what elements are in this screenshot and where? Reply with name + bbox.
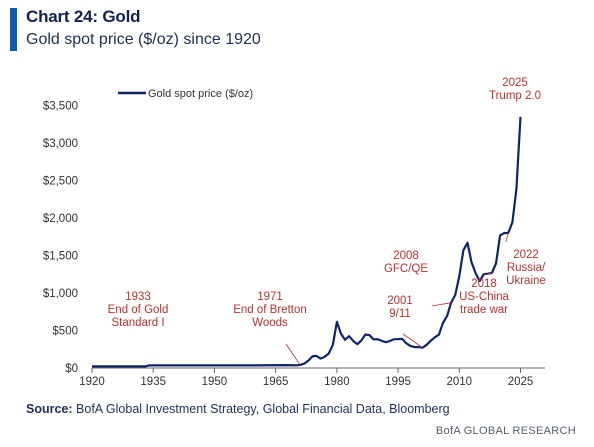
y-tick-label: $500 (52, 326, 78, 338)
annotation-line: 2018 (471, 278, 497, 290)
annotation-line: Ukraine (506, 275, 546, 287)
annotation-line: 2001 (387, 295, 413, 307)
annotation-line: 1971 (257, 291, 283, 303)
y-tick-label: $1,000 (43, 288, 78, 300)
y-tick-label: $1,500 (43, 251, 78, 263)
source-note: Source: BofA Global Investment Strategy,… (26, 402, 450, 416)
x-tick-label: 1980 (324, 376, 350, 388)
annotation-leader (505, 232, 509, 243)
x-tick-label: 1965 (263, 376, 289, 388)
x-tick-label: 1935 (140, 376, 166, 388)
annotation-label: 2022 Russia/Ukraine (506, 249, 546, 287)
annotation-line: Standard I (111, 317, 164, 329)
legend-label: Gold spot price ($/oz) (148, 88, 253, 100)
annotation-line: Woods (252, 317, 288, 329)
annotation-line: 2008 (393, 250, 419, 262)
annotation-line: End of Bretton (233, 304, 307, 316)
annotation-line: 1933 (125, 291, 151, 303)
annotation-line: US-China (459, 291, 509, 303)
x-tick-label: 1995 (385, 376, 411, 388)
annotation-line: 2025 (502, 77, 528, 89)
x-tick-label: 2025 (508, 376, 534, 388)
annotation-label: 1933 End of Gold Standard I (108, 291, 169, 329)
annotation-line: 9/11 (389, 308, 411, 320)
x-tick-label: 2010 (447, 376, 473, 388)
annotation-label: 1971 End of Bretton Woods (233, 291, 307, 329)
annotation-label: 2018 US-China trade war (459, 278, 509, 316)
source-label: Source: (26, 402, 73, 416)
annotation-line: Russia/ (507, 262, 546, 274)
annotation-leader (285, 343, 301, 366)
annotation-label: 2008 GFC/QE (384, 250, 428, 275)
brand-label: BofA GLOBAL RESEARCH (435, 425, 576, 437)
annotation-line: GFC/QE (384, 263, 428, 275)
chart-title: Chart 24: Gold (26, 7, 141, 26)
annotation-leader (431, 302, 452, 307)
annotation-line: End of Gold (108, 304, 169, 316)
gold-price-line (92, 116, 522, 368)
x-tick-label: 1950 (202, 376, 228, 388)
annotation-leader (402, 333, 423, 349)
source-text: BofA Global Investment Strategy, Global … (76, 402, 450, 416)
annotation-line: 2022 (513, 249, 539, 261)
annotation-label: 2001 9/11 (387, 295, 413, 320)
x-tick-label: 1920 (79, 376, 105, 388)
title-accent-bar (10, 8, 17, 51)
y-tick-label: $3,500 (43, 101, 78, 113)
y-tick-label: $0 (65, 363, 78, 375)
annotation-line: trade war (460, 304, 508, 316)
y-tick-label: $2,000 (43, 213, 78, 225)
y-tick-label: $3,000 (43, 138, 78, 150)
annotation-label: 2025 Trump 2.0 (489, 77, 541, 102)
annotation-leader (483, 272, 493, 276)
chart-subtitle: Gold spot price ($/oz) since 1920 (26, 31, 261, 48)
annotation-line: Trump 2.0 (489, 90, 541, 102)
y-tick-label: $2,500 (43, 176, 78, 188)
